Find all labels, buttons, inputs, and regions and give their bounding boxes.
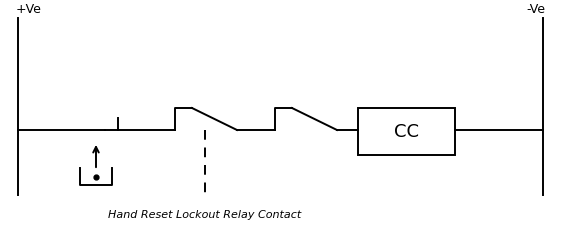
Text: +Ve: +Ve (16, 3, 42, 16)
Text: Hand Reset Lockout Relay Contact: Hand Reset Lockout Relay Contact (108, 210, 302, 220)
Text: -Ve: -Ve (526, 3, 545, 16)
Bar (358, 108, 455, 155)
Text: CC: CC (394, 122, 419, 140)
